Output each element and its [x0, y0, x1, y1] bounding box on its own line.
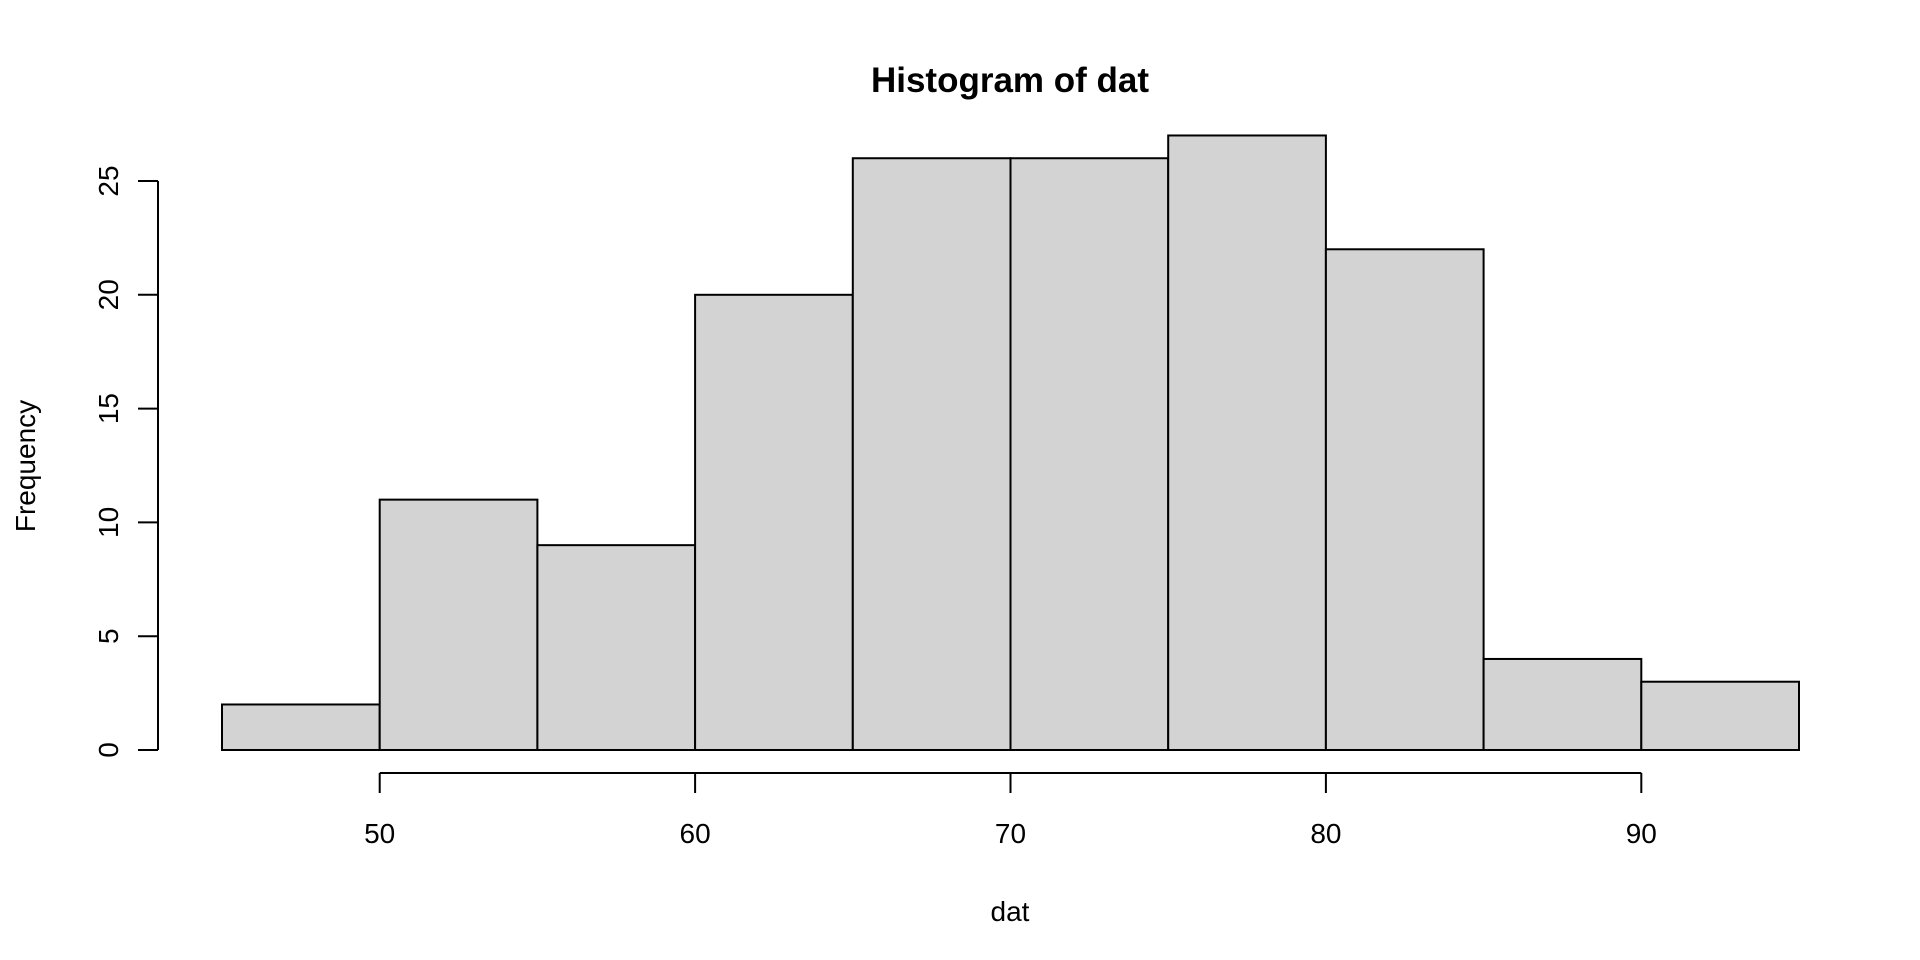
- histogram-bar: [694, 293, 854, 751]
- bars-group: [221, 134, 1801, 752]
- histogram-bar: [221, 703, 381, 751]
- y-tick-label: 25: [93, 165, 124, 196]
- chart-title: Histogram of dat: [871, 61, 1149, 100]
- x-tick-label: 50: [364, 818, 395, 849]
- x-tick-label: 90: [1626, 818, 1657, 849]
- histogram-bar: [1640, 680, 1801, 751]
- y-tick-label: 15: [93, 393, 124, 424]
- histogram-bar: [1167, 134, 1327, 752]
- histogram-bar: [851, 157, 1012, 752]
- y-tick-label: 0: [93, 742, 124, 758]
- y-axis-label: Frequency: [10, 400, 41, 532]
- y-tick-label: 10: [93, 507, 124, 538]
- y-axis: 0 5 10 15 20 25: [93, 165, 159, 758]
- x-tick-label: 60: [680, 818, 711, 849]
- x-axis: 50 60 70 80 90: [364, 772, 1657, 849]
- y-tick-label: 5: [93, 628, 124, 644]
- x-axis-label: dat: [991, 896, 1030, 927]
- y-tick-label: 20: [93, 279, 124, 310]
- histogram-bar: [536, 544, 697, 751]
- histogram-bar: [1324, 248, 1485, 751]
- x-tick-label: 80: [1310, 818, 1341, 849]
- histogram-bar: [1482, 657, 1643, 752]
- x-tick-label: 70: [995, 818, 1026, 849]
- histogram-bar: [1009, 157, 1170, 752]
- histogram-bar: [378, 498, 539, 752]
